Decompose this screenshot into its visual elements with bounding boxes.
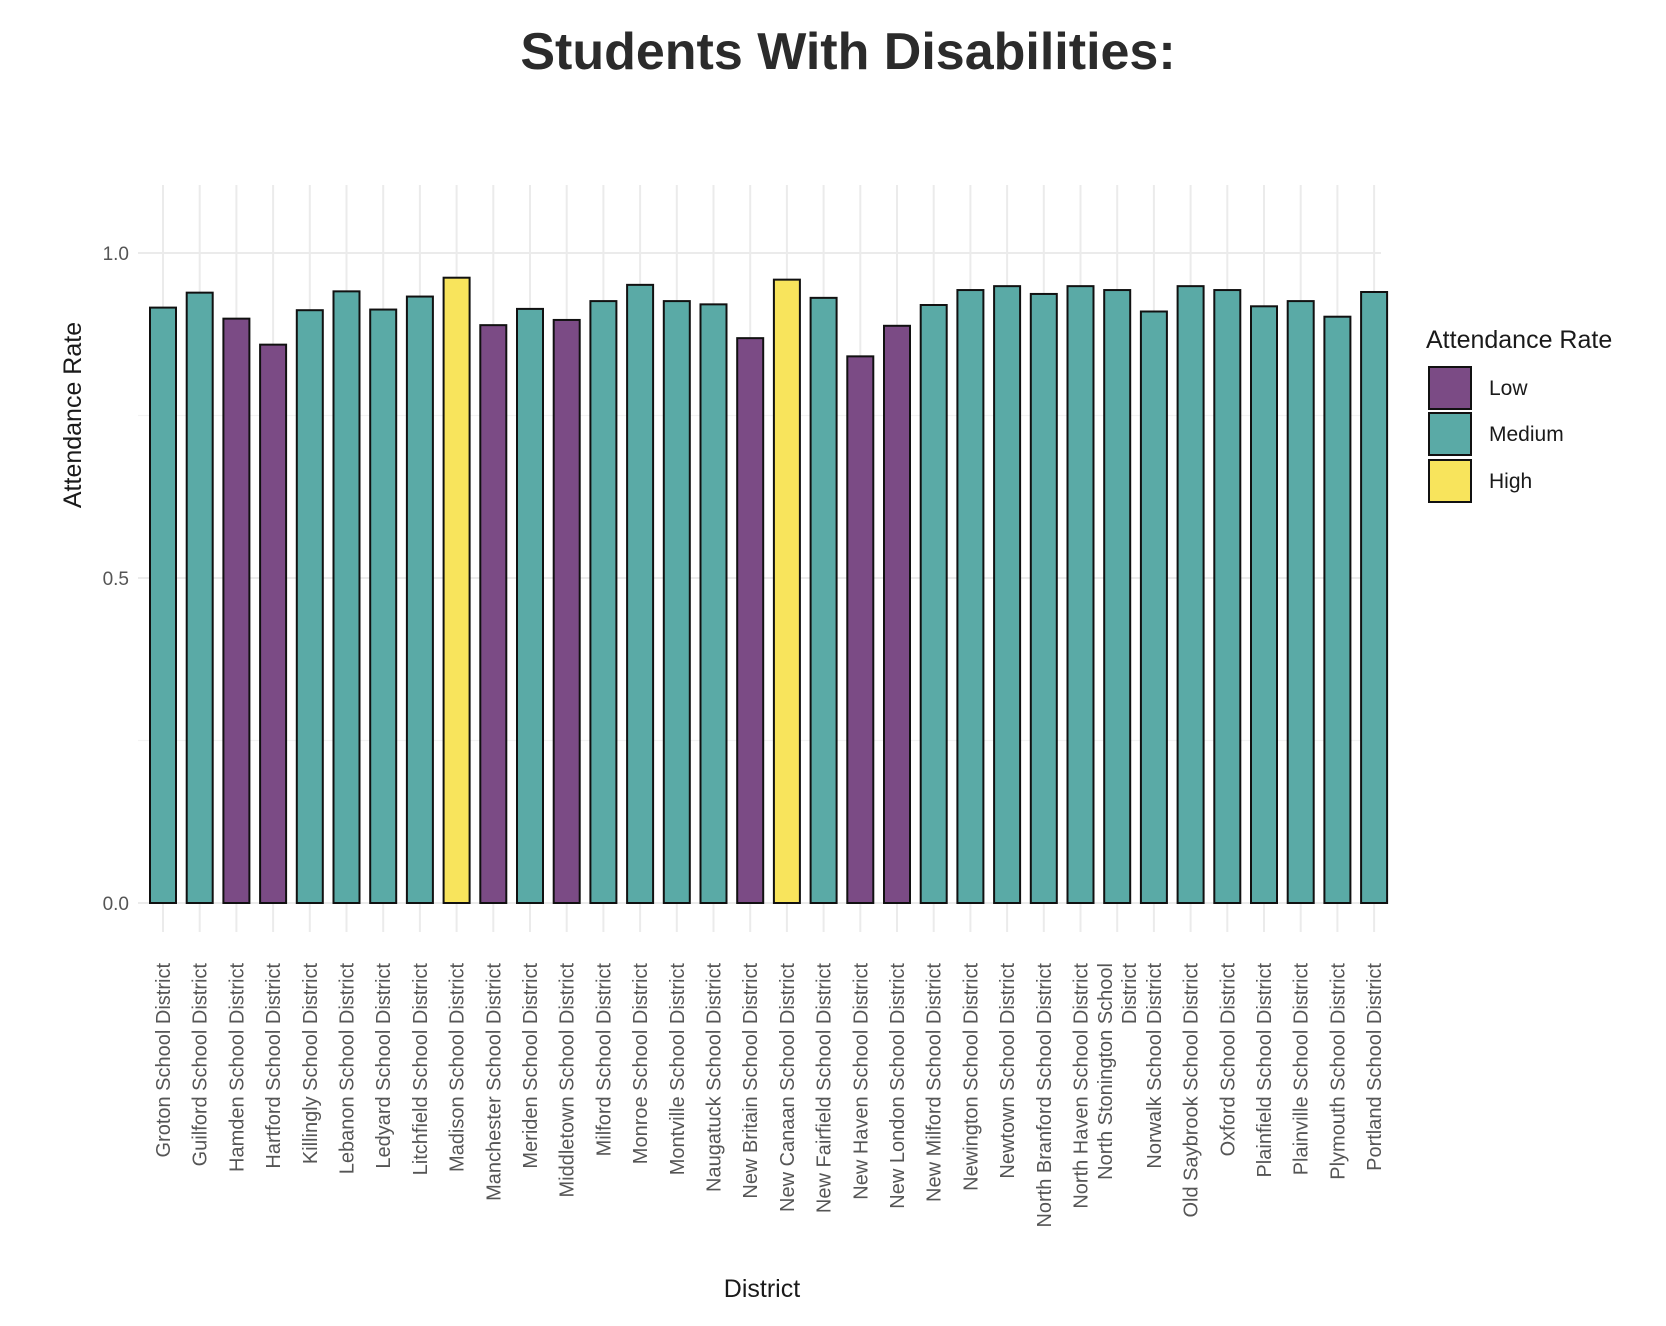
x-tick-label: Groton School District	[153, 963, 175, 1158]
x-tick-label: North Haven School District	[1071, 963, 1093, 1209]
x-tick-label: Hartford School District	[263, 963, 285, 1169]
y-tick-label: 0.0	[103, 894, 129, 915]
x-tick-label: Guilford School District	[190, 963, 212, 1167]
legend-label-high: High	[1489, 470, 1532, 493]
bar	[295, 309, 324, 904]
bar	[1250, 305, 1278, 904]
bar	[332, 290, 361, 905]
x-tick-label: Plainfield School District	[1254, 963, 1276, 1178]
bar	[809, 296, 838, 905]
bar	[222, 317, 251, 904]
x-tick-labels: Groton School District Guilford School Di…	[153, 963, 1386, 1228]
x-tick-label: Old Saybrook School District	[1181, 963, 1203, 1218]
x-tick-label: North Branford School District	[1034, 963, 1056, 1228]
legend: Attendance Rate Low Medium High	[1426, 326, 1612, 503]
bar	[1029, 292, 1058, 904]
bar	[919, 304, 948, 904]
bar	[883, 324, 911, 904]
legend-title: Attendance Rate	[1426, 326, 1612, 354]
y-tick-label: 0.5	[103, 569, 129, 590]
bar	[772, 278, 801, 904]
legend-key-low	[1428, 366, 1472, 410]
x-tick-label: Manchester School District	[483, 963, 505, 1201]
x-tick-label: New London School District	[887, 963, 909, 1209]
y-tick-label: 1.0	[103, 244, 129, 265]
x-tick-label: Ledyard School District	[373, 963, 395, 1169]
bar	[626, 283, 655, 905]
bar	[149, 306, 177, 905]
x-tick-label: Hamden School District	[226, 963, 248, 1172]
x-tick-label: Plymouth School District	[1327, 963, 1349, 1180]
x-tick-label: Litchfield School District	[410, 963, 432, 1176]
x-tick-label: New Canaan School District	[777, 963, 799, 1212]
bar	[662, 300, 691, 905]
legend-label-medium: Medium	[1489, 423, 1564, 446]
x-tick-label: New Milford School District	[924, 963, 946, 1202]
x-tick-label: Portland School District	[1364, 963, 1386, 1171]
x-tick-label: Naugatuck School District	[704, 963, 726, 1192]
bar	[1360, 291, 1389, 904]
bar	[956, 289, 985, 904]
x-tick-label: Norwalk School District	[1144, 963, 1166, 1169]
bar	[736, 337, 765, 904]
x-tick-label: Newtown School District	[997, 963, 1019, 1179]
bar	[516, 307, 544, 904]
x-tick-label: Montville School District	[667, 963, 689, 1176]
x-tick-label: North Stonington School	[1095, 963, 1117, 1180]
bar	[405, 295, 434, 904]
legend-key-high	[1428, 459, 1472, 503]
bar	[552, 318, 581, 904]
x-tick-label: Middletown School District	[557, 963, 579, 1198]
bar	[1323, 315, 1352, 904]
x-tick-label: Oxford School District	[1217, 963, 1239, 1157]
x-tick-label: New Fairfield School District	[814, 963, 836, 1214]
x-tick-label: Meriden School District	[520, 963, 542, 1169]
legend-key-medium	[1428, 412, 1472, 456]
x-tick-label: New Haven School District	[850, 963, 872, 1200]
bar	[1176, 285, 1205, 904]
y-axis-label: Attendance Rate	[59, 322, 87, 508]
x-tick-label: Killingly School District	[300, 963, 322, 1165]
x-tick-label: Plainville School District	[1291, 963, 1313, 1176]
x-axis-label: District	[724, 1275, 800, 1303]
bar	[993, 285, 1022, 904]
bar	[846, 355, 875, 905]
bar	[589, 300, 618, 905]
x-tick-label: Newington School District	[960, 963, 982, 1191]
bar	[1213, 289, 1242, 904]
x-tick-label: Madison School District	[447, 963, 469, 1172]
x-tick-label: Milford School District	[593, 963, 615, 1157]
bar	[479, 324, 508, 904]
bar	[442, 276, 471, 904]
x-tick-label: Monroe School District	[630, 963, 652, 1165]
bar	[369, 308, 398, 904]
bar	[1103, 289, 1132, 904]
x-tick-label: Lebanon School District	[337, 963, 359, 1175]
x-tick-label: District	[1119, 963, 1141, 1025]
bar	[1066, 285, 1095, 904]
x-tick-label: New Britain School District	[740, 963, 762, 1199]
bars-group	[149, 276, 1389, 905]
legend-label-low: Low	[1489, 377, 1528, 400]
bar	[185, 291, 214, 904]
chart-title: Students With Disabilities:	[520, 23, 1175, 81]
bar	[259, 343, 288, 904]
bar	[1286, 300, 1315, 905]
bar	[699, 303, 728, 905]
y-tick-labels: 0.0 0.5 1.0	[103, 244, 129, 915]
bar	[1139, 310, 1168, 904]
